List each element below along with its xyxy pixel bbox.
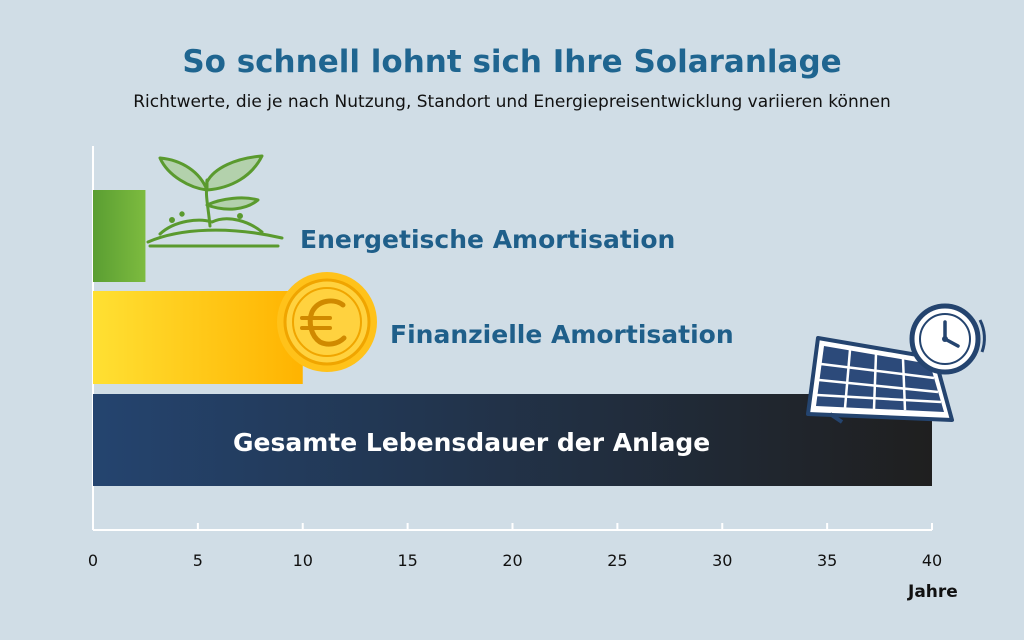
bar-label-finanzielle-amortisation: Finanzielle Amortisation xyxy=(390,320,734,349)
x-tick-label: 35 xyxy=(817,551,837,570)
bar-finanzielle-amortisation xyxy=(93,291,303,384)
x-tick-label: 40 xyxy=(922,551,942,570)
x-axis-unit-label: Jahre xyxy=(908,582,958,602)
euro-coin-icon xyxy=(277,272,377,372)
bar-energetische-amortisation xyxy=(93,190,146,282)
x-tick-label: 20 xyxy=(502,551,522,570)
bar-label-gesamte-lebensdauer: Gesamte Lebensdauer der Anlage xyxy=(233,428,710,457)
x-tick-label: 5 xyxy=(193,551,203,570)
x-tick-label: 30 xyxy=(712,551,732,570)
x-tick-label: 15 xyxy=(397,551,417,570)
x-tick-label: 0 xyxy=(88,551,98,570)
solar-panel-clock-icon xyxy=(806,303,986,424)
sprout-icon xyxy=(146,154,284,248)
bar-gesamte-lebensdauer xyxy=(93,394,932,486)
chart-subtitle: Richtwerte, die je nach Nutzung, Standor… xyxy=(133,92,891,112)
x-tick-label: 25 xyxy=(607,551,627,570)
x-tick-label: 10 xyxy=(293,551,313,570)
chart-title: So schnell lohnt sich Ihre Solaranlage xyxy=(182,44,842,80)
bar-label-energetische-amortisation: Energetische Amortisation xyxy=(300,225,675,254)
